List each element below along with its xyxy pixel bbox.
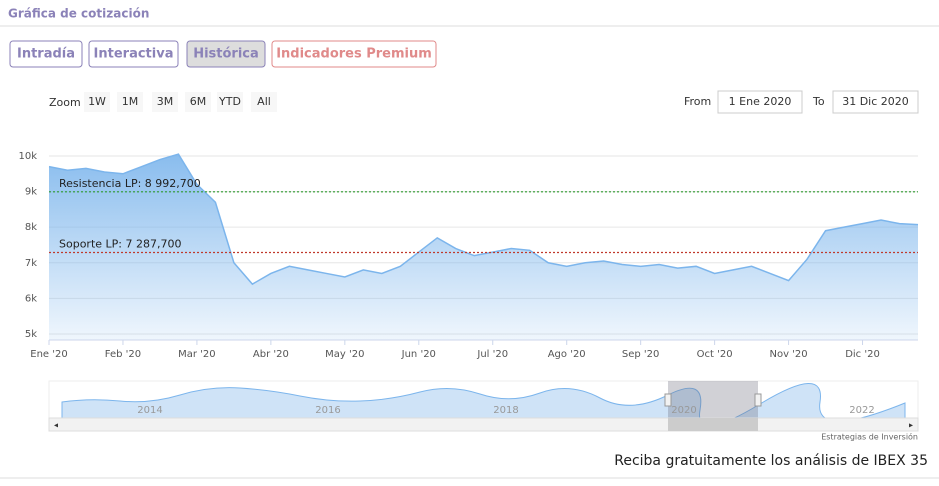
x-tick-label: Oct '20 [697, 349, 733, 360]
y-tick-label: 6k [25, 293, 37, 304]
area [49, 154, 918, 340]
x-tick-label: Ago '20 [548, 349, 586, 360]
x-tick-label: Sep '20 [622, 349, 660, 360]
scroll-arrow[interactable]: ▸ [909, 421, 913, 430]
x-tick-label: Nov '20 [769, 349, 807, 360]
zoom-button[interactable] [152, 92, 178, 112]
x-tick-label: Abr '20 [253, 349, 289, 360]
y-tick-label: 10k [18, 151, 37, 162]
header-title: Gráfica de cotización [8, 7, 149, 21]
x-tick-label: Feb '20 [105, 349, 141, 360]
plot-line-label: Resistencia LP: 8 992,700 [59, 177, 201, 190]
zoom-button[interactable] [84, 92, 110, 112]
tab-label[interactable]: Interactiva [94, 47, 174, 62]
navigator-series [61, 383, 906, 426]
zoom-button-label[interactable]: 6M [190, 95, 207, 108]
zoom-button-label[interactable]: 1M [122, 95, 139, 108]
x-tick-label: Mar '20 [178, 349, 216, 360]
navigator-label: 2022 [849, 405, 874, 416]
x-tick-label: May '20 [325, 349, 364, 360]
to-label: To [812, 95, 825, 108]
tab[interactable] [88, 40, 179, 68]
plot-line-label: Soporte LP: 7 287,700 [59, 238, 181, 251]
y-tick-label: 9k [25, 187, 37, 198]
tab[interactable] [271, 40, 437, 68]
zoom-button-label[interactable]: 1W [88, 95, 106, 108]
navigator-handle[interactable] [664, 393, 672, 407]
x-tick-label: Jul '20 [476, 349, 508, 360]
navigator-mask[interactable] [668, 381, 758, 418]
zoom-label: Zoom [49, 96, 81, 109]
scroll-arrow[interactable]: ◂ [54, 421, 58, 430]
tab-label[interactable]: Indicadores Premium [276, 47, 432, 62]
tab-active[interactable] [186, 40, 266, 68]
to-input[interactable] [832, 90, 919, 114]
zoom-button[interactable] [117, 92, 143, 112]
y-tick-label: 7k [25, 258, 37, 269]
zoom-button[interactable] [251, 92, 277, 112]
scrollbar-thumb[interactable] [668, 418, 758, 431]
zoom-button-label[interactable]: All [257, 95, 271, 108]
tab-label[interactable]: Histórica [193, 47, 259, 62]
from-input[interactable] [717, 90, 803, 114]
navigator-label: 2020 [671, 405, 696, 416]
scrollbar[interactable] [48, 417, 919, 432]
from-value[interactable]: 1 Ene 2020 [729, 95, 792, 108]
tab[interactable] [9, 40, 83, 68]
zoom-button-label[interactable]: 3M [157, 95, 174, 108]
navigator-label: 2016 [315, 405, 340, 416]
zoom-button[interactable] [217, 92, 243, 112]
navigator-handle[interactable] [754, 393, 762, 407]
credit: Estrategias de Inversión [821, 432, 918, 442]
footer-text: Reciba gratuitamente los análisis de IBE… [614, 453, 928, 469]
y-tick-label: 5k [25, 329, 37, 340]
tab-label[interactable]: Intradía [17, 47, 75, 62]
zoom-button[interactable] [185, 92, 211, 112]
line [48, 153, 919, 286]
zoom-button-label[interactable]: YTD [218, 95, 241, 108]
x-tick-label: Dic '20 [845, 349, 880, 360]
from-label: From [684, 95, 711, 108]
y-tick-label: 8k [25, 222, 37, 233]
navigator-label: 2018 [493, 405, 518, 416]
to-value[interactable]: 31 Dic 2020 [842, 95, 909, 108]
navigator-label: 2014 [137, 405, 162, 416]
x-tick-label: Ene '20 [30, 349, 67, 360]
x-tick-label: Jun '20 [401, 349, 436, 360]
